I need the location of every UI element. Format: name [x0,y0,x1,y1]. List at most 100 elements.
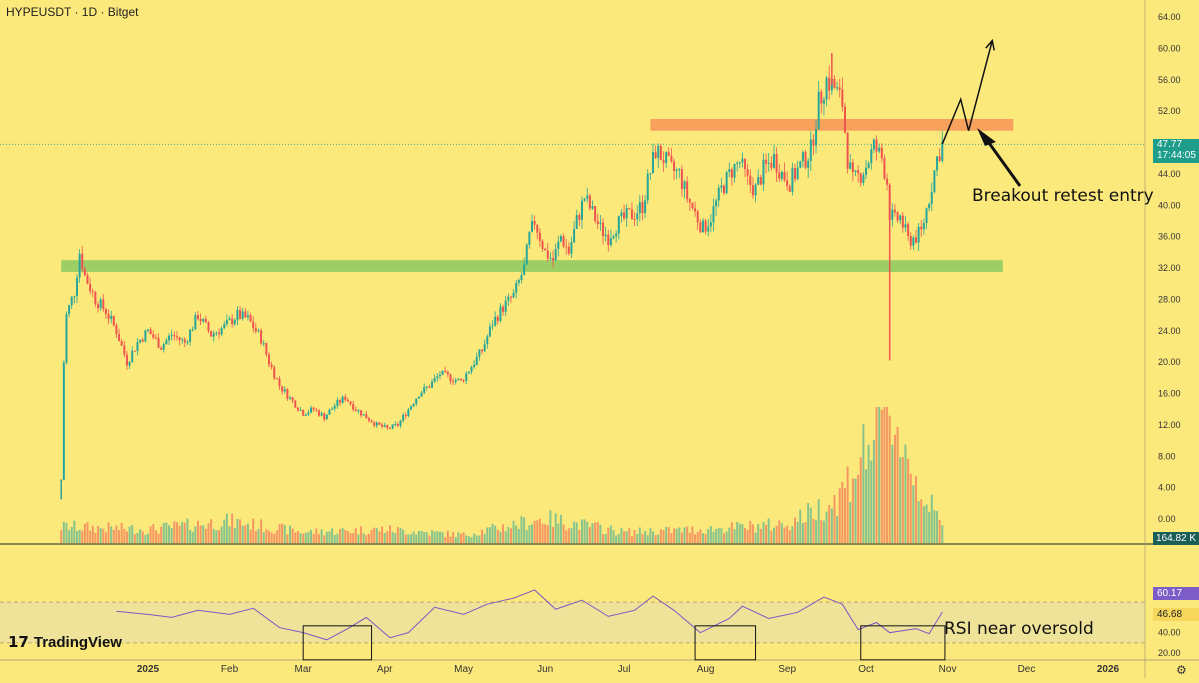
candle-body [646,173,649,201]
volume-bar [207,523,210,543]
volume-bar [370,529,373,543]
volume-bar [830,508,833,543]
candle-body [872,139,875,150]
time-axis-tick: Jun [537,664,553,675]
candle-body [62,362,65,480]
volume-bar [241,525,244,543]
candle-body [415,398,418,404]
volume-bar [136,533,139,543]
volume-bar [212,529,215,543]
candle-body [933,170,936,192]
volume-bar [178,525,181,543]
tradingview-logo[interactable]: 17 TradingView [8,633,122,651]
volume-bar [938,519,941,543]
candle-body [899,215,902,221]
volume-bar [470,537,473,543]
candle-body [252,321,255,329]
volume-bar [633,530,636,543]
candle-body [91,291,94,293]
candle-body [701,220,704,233]
candle-body [183,339,186,343]
volume-bar [83,523,86,543]
candle-body [575,215,578,229]
candle-body [236,309,239,321]
volume-bar [249,529,252,543]
candle-body [317,410,320,416]
gear-icon[interactable]: ⚙ [1176,663,1187,677]
time-axis-tick: May [454,664,473,675]
volume-bar [665,526,668,543]
volume-bar [904,444,907,543]
volume-bar [788,530,791,543]
candle-body [559,236,562,242]
candle-body [675,169,678,172]
time-axis-tick: Apr [377,664,393,675]
volume-bar [73,520,76,543]
candle-body [291,397,294,401]
candle-body [791,167,794,192]
candle-body [436,376,439,378]
volume-bar [641,534,644,543]
candle-body [423,386,426,393]
volume-bar [360,526,363,543]
candle-body [778,172,781,179]
candle-body [662,160,665,164]
volume-bar [191,531,194,543]
volume-bar [459,533,462,543]
volume-bar [423,532,426,543]
candle-body [446,371,449,375]
volume-bar [620,527,623,543]
last-price-badge: 47.77 17:44:05 [1153,139,1199,163]
candle-body [633,219,636,221]
volume-bar [260,519,263,543]
candle-body [68,305,71,314]
volume-bar [883,407,886,543]
candle-body [402,414,405,421]
volume-bar [396,527,399,543]
time-axis-tick: Aug [697,664,715,675]
candle-body [107,314,110,319]
volume-bar [160,526,163,543]
candle-body [344,396,347,400]
candle-body [349,401,352,405]
candle-body [215,332,218,334]
volume-bar [89,530,92,543]
volume-bar [786,525,789,543]
volume-bar [741,524,744,543]
volume-bar [783,527,786,543]
volume-bar [388,525,391,543]
candle-body [186,341,189,343]
volume-bar [588,527,591,543]
candle-body [807,161,810,168]
volume-bar [262,532,265,543]
candle-body [854,170,857,172]
candle-body [133,350,136,352]
candle-body [920,226,923,230]
volume-bar [294,532,297,543]
volume-bar [657,534,660,543]
volume-bar [286,534,289,543]
volume-bar [373,527,376,543]
candle-body [73,295,76,298]
candle-body [181,339,184,341]
candle-body [168,335,171,341]
candle-body [496,316,499,321]
volume-bar [846,466,849,543]
candle-body [817,91,820,130]
projection-path [941,40,993,145]
candle-body [431,381,434,388]
candle-body [538,232,541,242]
candle-body [383,425,386,427]
volume-bar [515,525,518,543]
volume-bar [444,536,447,543]
volume-bar [670,533,673,543]
price-axis-tick: 40.00 [1158,200,1181,210]
candle-body [762,159,765,185]
candle-body [746,169,749,176]
volume-bar [107,522,110,543]
candle-body [825,77,828,100]
candle-body [880,147,883,159]
volume-bar [352,532,355,543]
volume-bar [909,473,912,543]
